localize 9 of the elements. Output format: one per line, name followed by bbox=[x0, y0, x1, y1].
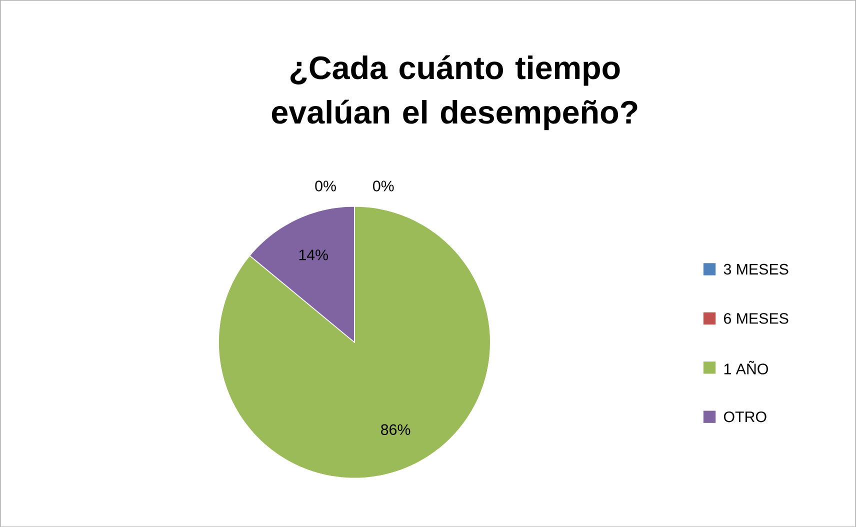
data-label: 86% bbox=[381, 424, 410, 435]
legend-label: 6 MESES bbox=[724, 312, 788, 324]
legend-label: 3 MESES bbox=[724, 264, 788, 274]
data-label: 14% bbox=[299, 249, 328, 260]
legend-label: 1 AÑO bbox=[724, 360, 768, 374]
chart-title: ¿Cada cuánto tiempo evalúan el desempeño? bbox=[272, 55, 638, 130]
legend-label: OTRO bbox=[724, 411, 766, 422]
text: 0% bbox=[315, 180, 336, 192]
text: 0% bbox=[373, 180, 394, 192]
